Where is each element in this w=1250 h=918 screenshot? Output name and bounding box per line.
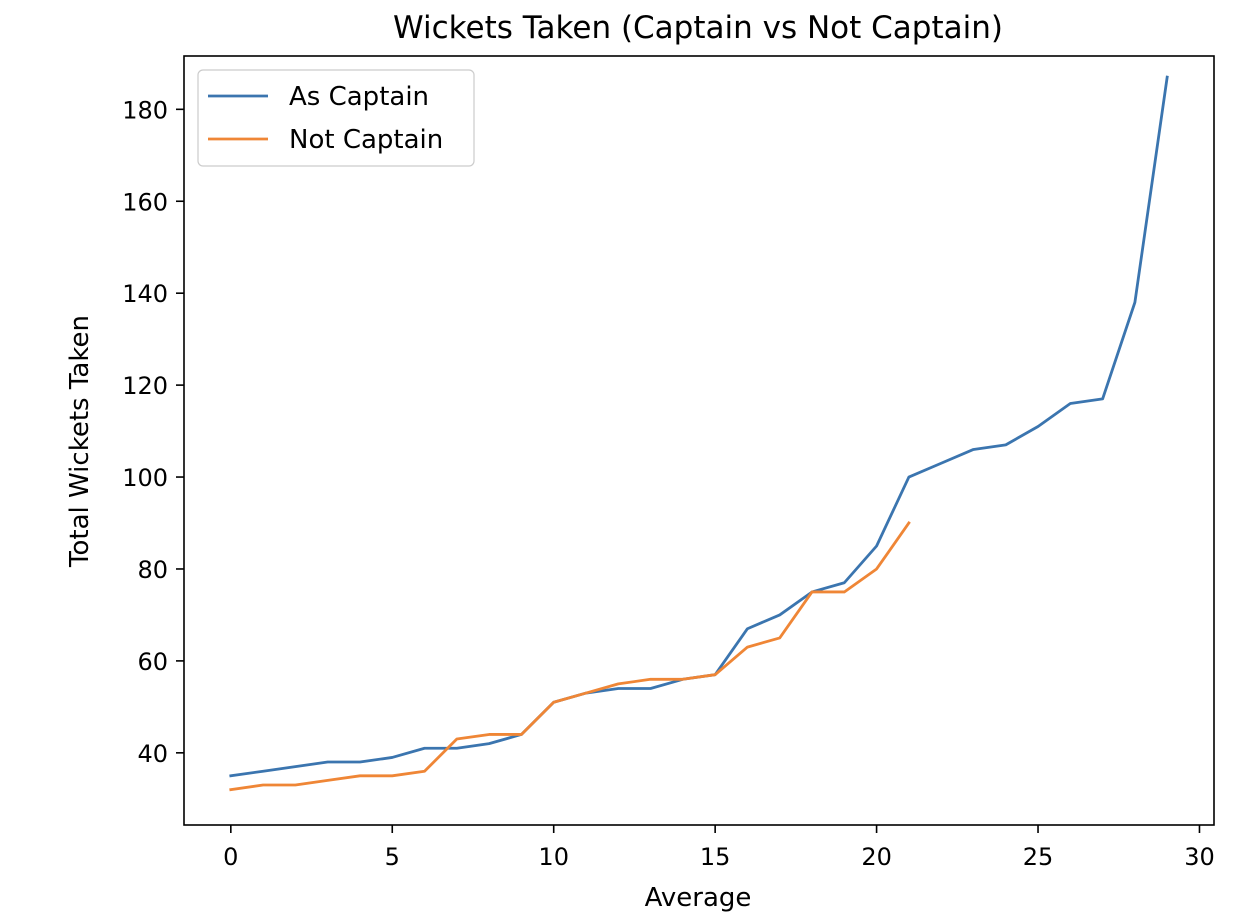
x-tick-label: 25 xyxy=(1023,843,1054,871)
y-axis-ticks: 40 60 80 100 120 140 160 180 xyxy=(122,96,184,768)
x-tick-label: 30 xyxy=(1184,843,1215,871)
x-tick-label: 5 xyxy=(385,843,400,871)
x-tick-label: 10 xyxy=(538,843,569,871)
x-tick-label: 20 xyxy=(861,843,892,871)
series-layer xyxy=(229,75,1169,792)
x-axis-ticks: 0 5 10 15 20 25 30 xyxy=(223,825,1215,871)
chart-title: Wickets Taken (Captain vs Not Captain) xyxy=(393,10,1003,46)
legend-box xyxy=(197,69,475,167)
y-tick-label: 120 xyxy=(122,372,168,400)
legend-label-not-captain: Not Captain xyxy=(289,125,443,155)
y-axis-label: Total Wickets Taken xyxy=(65,315,95,568)
legend-label-as-captain: As Captain xyxy=(289,82,429,112)
y-tick-label: 40 xyxy=(137,740,168,768)
series-line-not-captain xyxy=(229,521,911,792)
y-tick-label: 180 xyxy=(122,96,168,124)
y-tick-label: 160 xyxy=(122,188,168,216)
x-axis-label: Average xyxy=(645,883,752,913)
legend: As Captain Not Captain xyxy=(197,69,475,167)
x-tick-label: 15 xyxy=(700,843,731,871)
x-tick-label: 0 xyxy=(223,843,238,871)
y-tick-label: 100 xyxy=(122,464,168,492)
y-tick-label: 80 xyxy=(137,556,168,584)
y-tick-label: 140 xyxy=(122,280,168,308)
series-line-as-captain xyxy=(229,75,1169,778)
plot-frame xyxy=(183,55,1215,826)
y-tick-label: 60 xyxy=(137,648,168,676)
